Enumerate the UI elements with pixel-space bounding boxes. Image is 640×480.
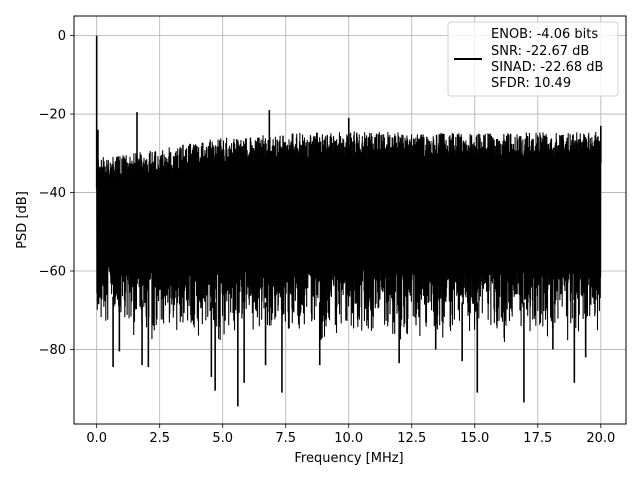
y-tick-label: −20 bbox=[39, 108, 66, 123]
y-tick-label: −40 bbox=[39, 186, 66, 201]
legend-enob: ENOB: -4.06 bits bbox=[491, 27, 598, 42]
x-tick-label: 7.5 bbox=[275, 431, 296, 446]
legend-snr: SNR: -22.67 dB bbox=[491, 44, 589, 59]
y-axis-label: PSD [dB] bbox=[15, 191, 30, 249]
x-axis-label: Frequency [MHz] bbox=[294, 451, 403, 466]
y-axis: 0 −20 −40 −60 −80 bbox=[39, 29, 74, 358]
x-tick-label: 0.0 bbox=[86, 431, 107, 446]
legend-sfdr: SFDR: 10.49 bbox=[491, 76, 571, 91]
x-axis: 0.0 2.5 5.0 7.5 10.0 12.5 15.0 17.5 20.0 bbox=[86, 424, 615, 446]
y-tick-label: −80 bbox=[39, 343, 66, 358]
legend-box bbox=[447, 21, 619, 97]
plot-frame bbox=[73, 15, 627, 425]
plot-area bbox=[95, 35, 602, 407]
x-tick-label: 20.0 bbox=[586, 431, 615, 446]
data-layer bbox=[95, 35, 602, 407]
x-tick-label: 5.0 bbox=[212, 431, 233, 446]
legend: ENOB: -4.06 bits SNR: -22.67 dB SINAD: -… bbox=[447, 21, 619, 97]
x-tick-label: 12.5 bbox=[397, 431, 426, 446]
x-tick-label: 10.0 bbox=[334, 431, 363, 446]
x-tick-label: 15.0 bbox=[460, 431, 489, 446]
x-tick-label: 2.5 bbox=[149, 431, 170, 446]
y-tick-label: −60 bbox=[39, 265, 66, 280]
psd-trace-body bbox=[96, 155, 601, 271]
legend-sinad: SINAD: -22.68 dB bbox=[491, 60, 603, 75]
x-tick-label: 17.5 bbox=[523, 431, 552, 446]
y-tick-label: 0 bbox=[58, 29, 66, 44]
